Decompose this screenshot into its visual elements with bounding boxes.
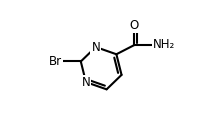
Text: N: N (81, 76, 90, 89)
Text: N: N (91, 40, 100, 54)
Text: O: O (130, 19, 139, 32)
Text: NH₂: NH₂ (153, 38, 175, 51)
Text: Br: Br (49, 55, 62, 68)
